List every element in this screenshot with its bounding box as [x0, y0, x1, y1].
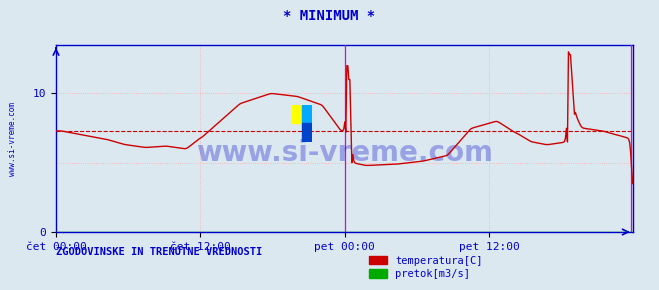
- Text: pretok[m3/s]: pretok[m3/s]: [395, 269, 471, 279]
- Bar: [302, 123, 312, 142]
- Text: ZGODOVINSKE IN TRENUTNE VREDNOSTI: ZGODOVINSKE IN TRENUTNE VREDNOSTI: [56, 247, 262, 257]
- Text: www.si-vreme.com: www.si-vreme.com: [8, 102, 17, 176]
- Text: temperatura[C]: temperatura[C]: [395, 256, 483, 266]
- Text: www.si-vreme.com: www.si-vreme.com: [196, 139, 493, 167]
- Bar: [293, 104, 302, 123]
- Text: * MINIMUM *: * MINIMUM *: [283, 9, 376, 23]
- Bar: [302, 104, 312, 123]
